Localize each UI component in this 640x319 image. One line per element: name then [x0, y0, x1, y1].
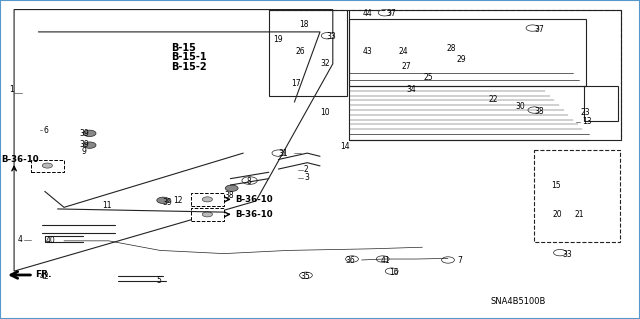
Text: 13: 13: [582, 117, 592, 126]
Text: 15: 15: [552, 181, 561, 190]
Text: 39: 39: [163, 198, 172, 207]
Circle shape: [202, 197, 212, 202]
FancyBboxPatch shape: [31, 160, 64, 172]
Circle shape: [157, 197, 170, 204]
Text: 38: 38: [224, 191, 234, 200]
FancyBboxPatch shape: [191, 208, 224, 221]
Text: 37: 37: [534, 25, 544, 34]
Text: 30: 30: [515, 102, 525, 111]
Text: 3: 3: [304, 173, 309, 182]
Text: 14: 14: [340, 142, 350, 151]
Text: 22: 22: [489, 95, 499, 104]
Text: 26: 26: [296, 47, 305, 56]
Text: 25: 25: [424, 73, 433, 82]
Text: 33: 33: [326, 32, 336, 41]
Text: 16: 16: [389, 268, 399, 277]
Circle shape: [526, 25, 539, 31]
Text: 42: 42: [40, 272, 49, 281]
Circle shape: [321, 33, 334, 39]
Text: 7: 7: [458, 256, 463, 265]
Text: 9: 9: [82, 147, 87, 156]
Circle shape: [83, 130, 96, 137]
Circle shape: [442, 257, 454, 263]
Circle shape: [225, 185, 238, 191]
Text: 6: 6: [44, 126, 49, 135]
Text: 17: 17: [291, 79, 301, 88]
Text: B-15-2: B-15-2: [172, 62, 207, 72]
Text: 20: 20: [553, 210, 563, 219]
FancyBboxPatch shape: [191, 193, 224, 206]
Text: 33: 33: [534, 107, 544, 115]
Text: 11: 11: [102, 201, 112, 210]
Text: 41: 41: [380, 256, 390, 265]
Text: B-36-10: B-36-10: [236, 195, 273, 204]
Text: 24: 24: [398, 47, 408, 56]
Text: 33: 33: [562, 250, 572, 259]
Text: 5: 5: [157, 276, 162, 285]
Text: 32: 32: [320, 59, 330, 68]
Text: B-36-10: B-36-10: [236, 210, 273, 219]
Circle shape: [300, 272, 312, 278]
Text: 19: 19: [273, 35, 283, 44]
Circle shape: [376, 256, 389, 262]
Text: 23: 23: [580, 108, 590, 117]
Text: FR.: FR.: [35, 271, 52, 279]
Text: 8: 8: [246, 177, 251, 186]
Text: 28: 28: [446, 44, 456, 53]
Text: 36: 36: [346, 256, 355, 265]
Circle shape: [554, 249, 566, 256]
Text: 37: 37: [387, 9, 396, 18]
Circle shape: [528, 107, 541, 113]
Text: 12: 12: [173, 197, 182, 205]
Circle shape: [83, 142, 96, 148]
Circle shape: [346, 256, 358, 262]
Text: 1: 1: [10, 85, 14, 94]
Text: 43: 43: [363, 47, 372, 56]
Text: 29: 29: [457, 56, 467, 64]
Text: 21: 21: [574, 210, 584, 219]
Text: 39: 39: [79, 130, 89, 138]
Text: B-36-10: B-36-10: [1, 155, 39, 164]
Text: 18: 18: [300, 20, 309, 29]
Text: SNA4B5100B: SNA4B5100B: [491, 297, 546, 306]
Text: 40: 40: [46, 236, 56, 245]
Text: 4: 4: [18, 235, 23, 244]
Text: 34: 34: [406, 85, 416, 94]
Text: 44: 44: [363, 9, 372, 18]
Text: 2: 2: [304, 165, 308, 174]
Circle shape: [385, 268, 398, 274]
Text: B-15-1: B-15-1: [172, 52, 207, 63]
Circle shape: [202, 212, 212, 217]
Text: 39: 39: [79, 140, 89, 149]
Text: 35: 35: [301, 272, 310, 281]
Text: 31: 31: [278, 149, 288, 158]
Circle shape: [42, 163, 52, 168]
Circle shape: [378, 10, 391, 16]
Text: B-15: B-15: [172, 43, 196, 53]
Text: 10: 10: [320, 108, 330, 117]
Text: 27: 27: [401, 62, 411, 71]
